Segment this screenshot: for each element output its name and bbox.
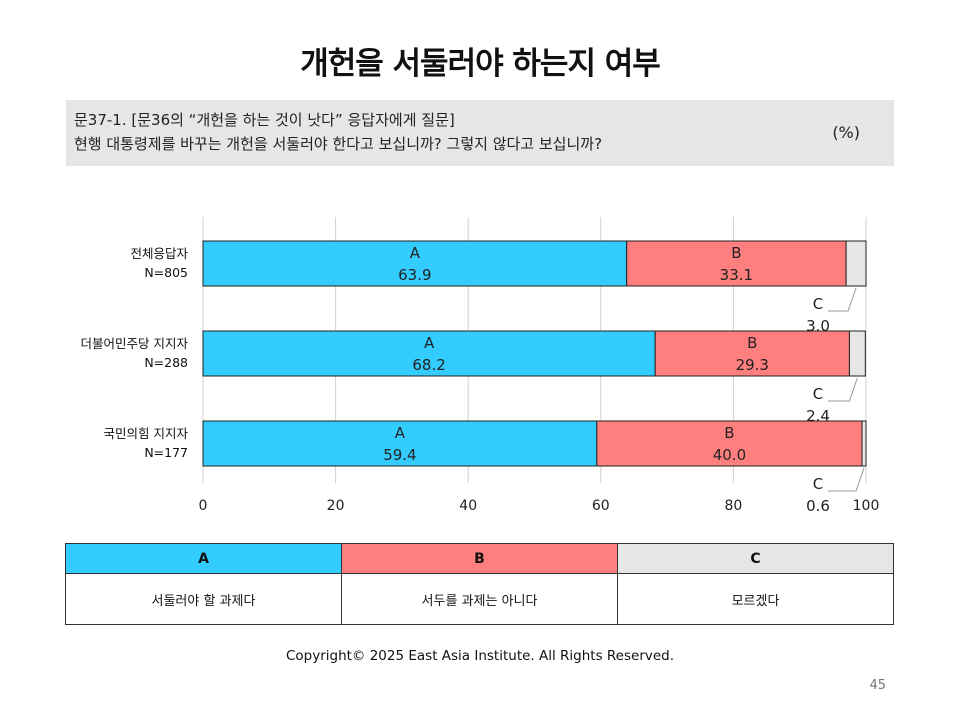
- bar-segment-b: [654, 330, 850, 377]
- data-label: 29.3: [736, 356, 769, 374]
- legend-table: A B C 서둘러야 할 과제다 서두를 과제는 아니다 모르겠다: [65, 543, 894, 625]
- question-text: 현행 대통령제를 바꾸는 개헌을 서둘러야 한다고 보십니까? 그렇지 않다고 …: [74, 135, 603, 153]
- unit-label: (%): [832, 123, 860, 142]
- segment-series-label: A: [395, 424, 406, 442]
- legend-desc-c: 모르겠다: [617, 573, 894, 625]
- category-label: 국민의힘 지지자: [104, 426, 189, 441]
- bar-segment-b: [596, 420, 863, 467]
- legend-header-a: A: [65, 543, 342, 574]
- stacked-bar-chart: 0 20 40 60 80 100전체응답자N=805A63.9B33.1C3.0더불어민…: [81, 217, 880, 515]
- legend-header-c: C: [617, 543, 894, 574]
- callout-series-label: C: [813, 295, 823, 313]
- bar-segment-a: [202, 330, 656, 377]
- legend-header-b: B: [341, 543, 618, 574]
- bar-segment-c: [848, 330, 866, 377]
- x-tick-label: 20: [327, 498, 345, 514]
- bar-segment-a: [202, 240, 628, 287]
- data-label: 68.2: [412, 356, 445, 374]
- segment-series-label: B: [747, 334, 757, 352]
- callout-line: [828, 467, 865, 492]
- callout-line: [828, 287, 857, 312]
- x-tick-label: 100: [853, 498, 880, 514]
- x-tick-label: 40: [459, 498, 477, 514]
- x-tick-label: 0: [199, 498, 208, 514]
- x-tick-label: 80: [724, 498, 742, 514]
- legend-desc-a: 서둘러야 할 과제다: [65, 573, 342, 625]
- data-label: 33.1: [720, 266, 753, 284]
- segment-series-label: B: [731, 244, 741, 262]
- callout-series-label: C: [813, 385, 823, 403]
- segment-series-label: A: [424, 334, 435, 352]
- bar-segment-c: [861, 420, 867, 467]
- page-title: 개헌을 서둘러야 하는지 여부: [300, 46, 661, 82]
- bar-segment-a: [202, 420, 598, 467]
- sample-size-label: N=805: [144, 265, 188, 280]
- question-box: 문37-1. [문36의 “개헌을 하는 것이 낫다” 응답자에게 질문] 현행…: [66, 100, 894, 166]
- legend-desc-b: 서두를 과제는 아니다: [341, 573, 618, 625]
- sample-size-label: N=288: [144, 355, 188, 370]
- callout-series-label: C: [813, 475, 823, 493]
- data-label: 59.4: [383, 446, 416, 464]
- bar-segment-c: [845, 240, 867, 287]
- segment-series-label: B: [724, 424, 734, 442]
- category-label: 전체응답자: [130, 246, 188, 261]
- data-label: 63.9: [398, 266, 431, 284]
- segment-series-label: A: [410, 244, 421, 262]
- copyright-text: Copyright© 2025 East Asia Institute. All…: [285, 648, 675, 664]
- callout-line: [828, 377, 858, 402]
- callout-data-label: 0.6: [806, 497, 830, 515]
- data-label: 40.0: [713, 446, 746, 464]
- question-number-line: 문37-1. [문36의 “개헌을 하는 것이 낫다” 응답자에게 질문]: [74, 111, 455, 129]
- category-label: 더불어민주당 지지자: [81, 336, 189, 351]
- page-number: 45: [869, 678, 886, 693]
- x-tick-label: 60: [592, 498, 610, 514]
- sample-size-label: N=177: [144, 445, 188, 460]
